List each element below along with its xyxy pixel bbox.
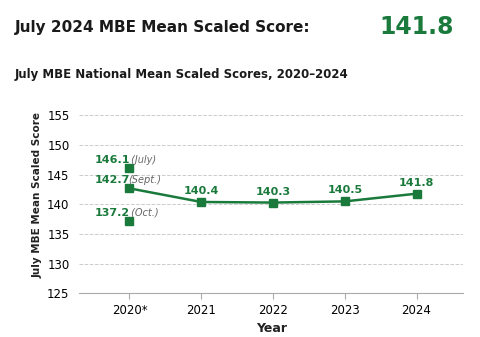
Text: 142.7: 142.7: [95, 175, 131, 185]
Y-axis label: July MBE Mean Scaled Score: July MBE Mean Scaled Score: [33, 113, 43, 278]
Text: (July): (July): [128, 155, 156, 165]
Text: 140.4: 140.4: [183, 186, 219, 196]
Text: 141.8: 141.8: [399, 178, 434, 188]
Text: (Sept.): (Sept.): [128, 175, 161, 185]
X-axis label: Year: Year: [256, 322, 287, 335]
Text: 137.2: 137.2: [95, 208, 130, 218]
Text: 146.1: 146.1: [95, 155, 131, 165]
Text: July 2024 MBE Mean Scaled Score:: July 2024 MBE Mean Scaled Score:: [14, 20, 315, 35]
Text: 140.3: 140.3: [255, 187, 290, 197]
Text: July MBE National Mean Scaled Scores, 2020–2024: July MBE National Mean Scaled Scores, 20…: [14, 68, 348, 81]
Text: (Oct.): (Oct.): [128, 208, 158, 218]
Text: 141.8: 141.8: [379, 15, 454, 39]
Text: 140.5: 140.5: [327, 185, 362, 195]
